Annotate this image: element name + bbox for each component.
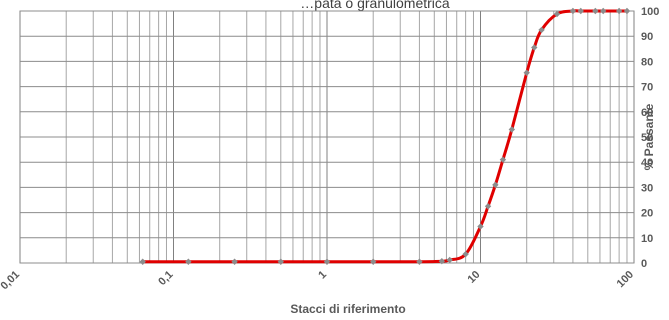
- data-point: [553, 10, 561, 18]
- data-point: [615, 7, 623, 15]
- data-point: [499, 156, 507, 163]
- data-point: [492, 181, 499, 189]
- y-tick-label: 70: [641, 82, 653, 94]
- data-point: [323, 258, 331, 265]
- y-axis-ticks: 0 10 20 30 40 50 60 70 80 90 100: [641, 6, 659, 270]
- data-point: [531, 44, 538, 51]
- data-point: [446, 256, 453, 264]
- data-point: [416, 258, 423, 265]
- x-axis-ticks: 0,01 0,1 1 10 100: [0, 269, 636, 293]
- y-tick-label: 60: [641, 107, 653, 119]
- y-tick-label: 100: [641, 6, 659, 18]
- data-point: [370, 258, 377, 265]
- y-axis-title: % Passante: [642, 103, 656, 170]
- x-tick-label: 0,01: [0, 269, 22, 293]
- y-tick-label: 90: [641, 31, 653, 43]
- data-point: [185, 258, 192, 265]
- x-tick-label: 0,1: [156, 269, 175, 288]
- x-tick-label: 100: [615, 269, 636, 290]
- data-point: [599, 7, 607, 15]
- y-tick-label: 80: [641, 56, 653, 68]
- data-point: [462, 250, 469, 258]
- series-layer: [139, 7, 631, 265]
- data-point: [477, 223, 484, 230]
- x-tick-label: 1: [316, 269, 329, 282]
- x-axis-title: Stacci di riferimento: [290, 302, 405, 316]
- data-point: [577, 7, 584, 15]
- plot-grid: [19, 10, 635, 264]
- y-tick-label: 50: [641, 132, 653, 144]
- data-point: [538, 26, 545, 34]
- y-tick-label: 10: [641, 233, 653, 245]
- data-point: [139, 258, 146, 265]
- data-point: [438, 258, 446, 265]
- y-tick-label: 30: [641, 182, 653, 194]
- y-tick-label: 20: [641, 208, 653, 220]
- data-point: [592, 7, 599, 15]
- x-tick-label: 10: [465, 269, 482, 286]
- chart-title: …pata o granulometrica: [300, 0, 450, 11]
- data-point: [508, 126, 516, 133]
- y-tick-label: 40: [641, 157, 653, 169]
- data-point: [277, 258, 284, 265]
- data-point: [623, 7, 631, 15]
- data-point: [231, 258, 238, 265]
- data-point: [523, 69, 530, 76]
- data-point: [569, 7, 577, 15]
- y-tick-label: 0: [641, 258, 647, 270]
- data-point: [484, 203, 492, 210]
